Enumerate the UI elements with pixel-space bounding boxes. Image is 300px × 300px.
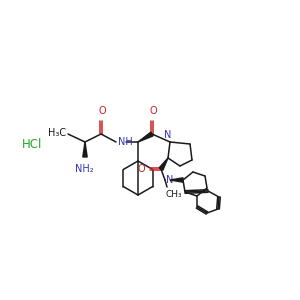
Text: H₃C: H₃C [48, 128, 66, 138]
Polygon shape [170, 178, 183, 182]
Text: NH₂: NH₂ [75, 164, 93, 174]
Polygon shape [138, 132, 153, 142]
Polygon shape [159, 158, 168, 170]
Text: O: O [98, 106, 106, 116]
Polygon shape [83, 142, 87, 157]
Text: N: N [166, 175, 173, 185]
Text: O: O [137, 164, 145, 174]
Text: CH₃: CH₃ [165, 190, 181, 199]
Text: O: O [149, 106, 157, 116]
Text: HCl: HCl [22, 139, 42, 152]
Text: NH: NH [118, 137, 133, 147]
Text: N: N [164, 130, 172, 140]
